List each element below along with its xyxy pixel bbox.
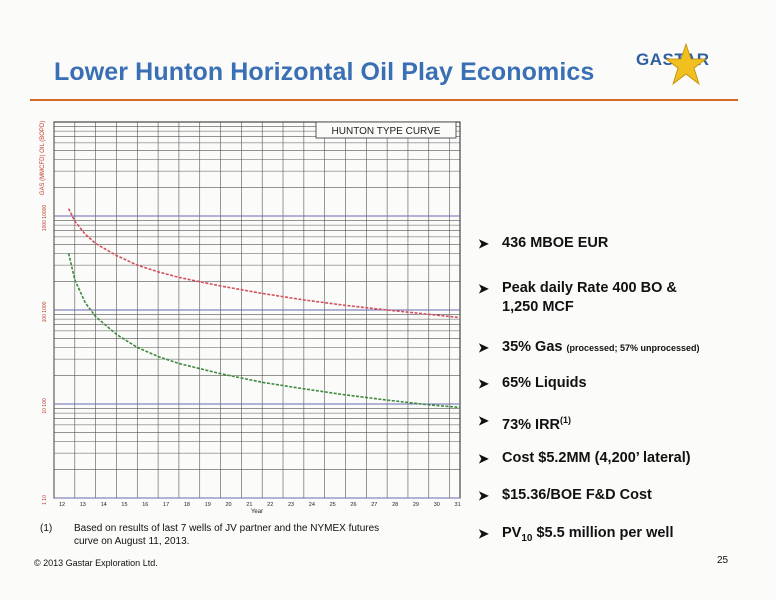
y-tick-label: 1 10: [42, 495, 48, 505]
bullet-text: 73% IRR: [502, 416, 561, 433]
x-tick-label: 12: [59, 502, 65, 508]
arrow-icon: ➤: [478, 451, 489, 466]
bullet-text: $15.36/BOE F&D Cost: [502, 487, 652, 503]
footnote-marker: (1): [560, 415, 572, 425]
bullet-text: 35% Gas: [502, 339, 567, 355]
bullet-text: $5.5 million per well: [532, 525, 674, 541]
x-tick-label: 21: [246, 502, 252, 508]
bullet-text-line2: 1,250 MCF: [502, 299, 574, 315]
y-tick-label: 100 1000: [42, 301, 48, 322]
x-tick-label: 31: [455, 502, 461, 508]
y-tick-labels: 1000 10000 100 1000 10 100 1 10: [42, 205, 48, 505]
gastar-logo: GASTAR: [636, 42, 736, 90]
footnote-text: Based on results of last 7 wells of JV p…: [74, 523, 380, 547]
copyright: © 2013 Gastar Exploration Ltd.: [34, 558, 158, 568]
x-tick-label: 16: [142, 502, 148, 508]
x-tick-label: 18: [184, 502, 190, 508]
y-tick-label: 10 100: [42, 398, 48, 414]
arrow-icon: ➤: [478, 488, 489, 503]
x-tick-label: 20: [226, 502, 232, 508]
x-tick-label: 17: [163, 502, 169, 508]
bullet-note: (processed; 57% unprocessed): [566, 343, 700, 353]
bullet-text: 65% Liquids: [502, 375, 587, 391]
title-divider: [30, 99, 738, 101]
star-icon: [666, 42, 706, 86]
arrow-icon: ➤: [478, 376, 489, 391]
x-tick-label: 28: [392, 502, 398, 508]
y-axis-label: GAS (MMCFD) OIL (BOPD): [40, 121, 46, 195]
x-tick-label: 29: [413, 502, 419, 508]
hunton-type-curve-chart: GAS (MMCFD) OIL (BOPD) HUNTON TYPE CURVE…: [40, 121, 461, 515]
bullet-text: 436 MBOE EUR: [502, 235, 609, 251]
x-axis-label: Year: [251, 509, 263, 515]
x-tick-label: 14: [101, 502, 107, 508]
x-tick-label: 30: [434, 502, 440, 508]
x-tick-label: 23: [288, 502, 294, 508]
arrow-icon: ➤: [478, 281, 489, 296]
x-tick-label: 25: [330, 502, 336, 508]
series-layer: [67, 208, 461, 409]
arrow-icon: ➤: [478, 526, 489, 541]
page-number: 25: [717, 555, 729, 566]
x-tick-label: 26: [350, 502, 356, 508]
x-tick-label: 15: [121, 502, 127, 508]
series-line-0: [67, 208, 461, 319]
arrow-icon: ➤: [478, 413, 489, 428]
bullet-subscript: 10: [521, 532, 533, 544]
chart-grid: [53, 121, 461, 499]
y-tick-label: 1000 10000: [42, 205, 48, 232]
bullet-text: Peak daily Rate 400 BO &: [502, 280, 677, 296]
x-tick-label: 19: [205, 502, 211, 508]
x-tick-label: 22: [267, 502, 273, 508]
arrow-icon: ➤: [478, 340, 489, 355]
chart-title: HUNTON TYPE CURVE: [332, 126, 441, 137]
chart-legend-box: [315, 121, 457, 139]
x-tick-label: 24: [309, 502, 315, 508]
page-title: Lower Hunton Horizontal Oil Play Economi…: [54, 58, 595, 86]
x-tick-label: 13: [80, 502, 86, 508]
series-line-1: [67, 253, 461, 409]
arrow-icon: ➤: [478, 236, 489, 251]
footnote-number: (1): [40, 523, 53, 534]
x-tick-label: 27: [371, 502, 377, 508]
bullet-text: Cost $5.2MM (4,200’ lateral): [502, 450, 691, 466]
bullet-prefix: PV: [502, 525, 522, 541]
x-tick-labels: 12 13 14 15 16 17 18 19 20 21 22 23 24 25 26 27 28 29 30 31: [59, 502, 461, 508]
